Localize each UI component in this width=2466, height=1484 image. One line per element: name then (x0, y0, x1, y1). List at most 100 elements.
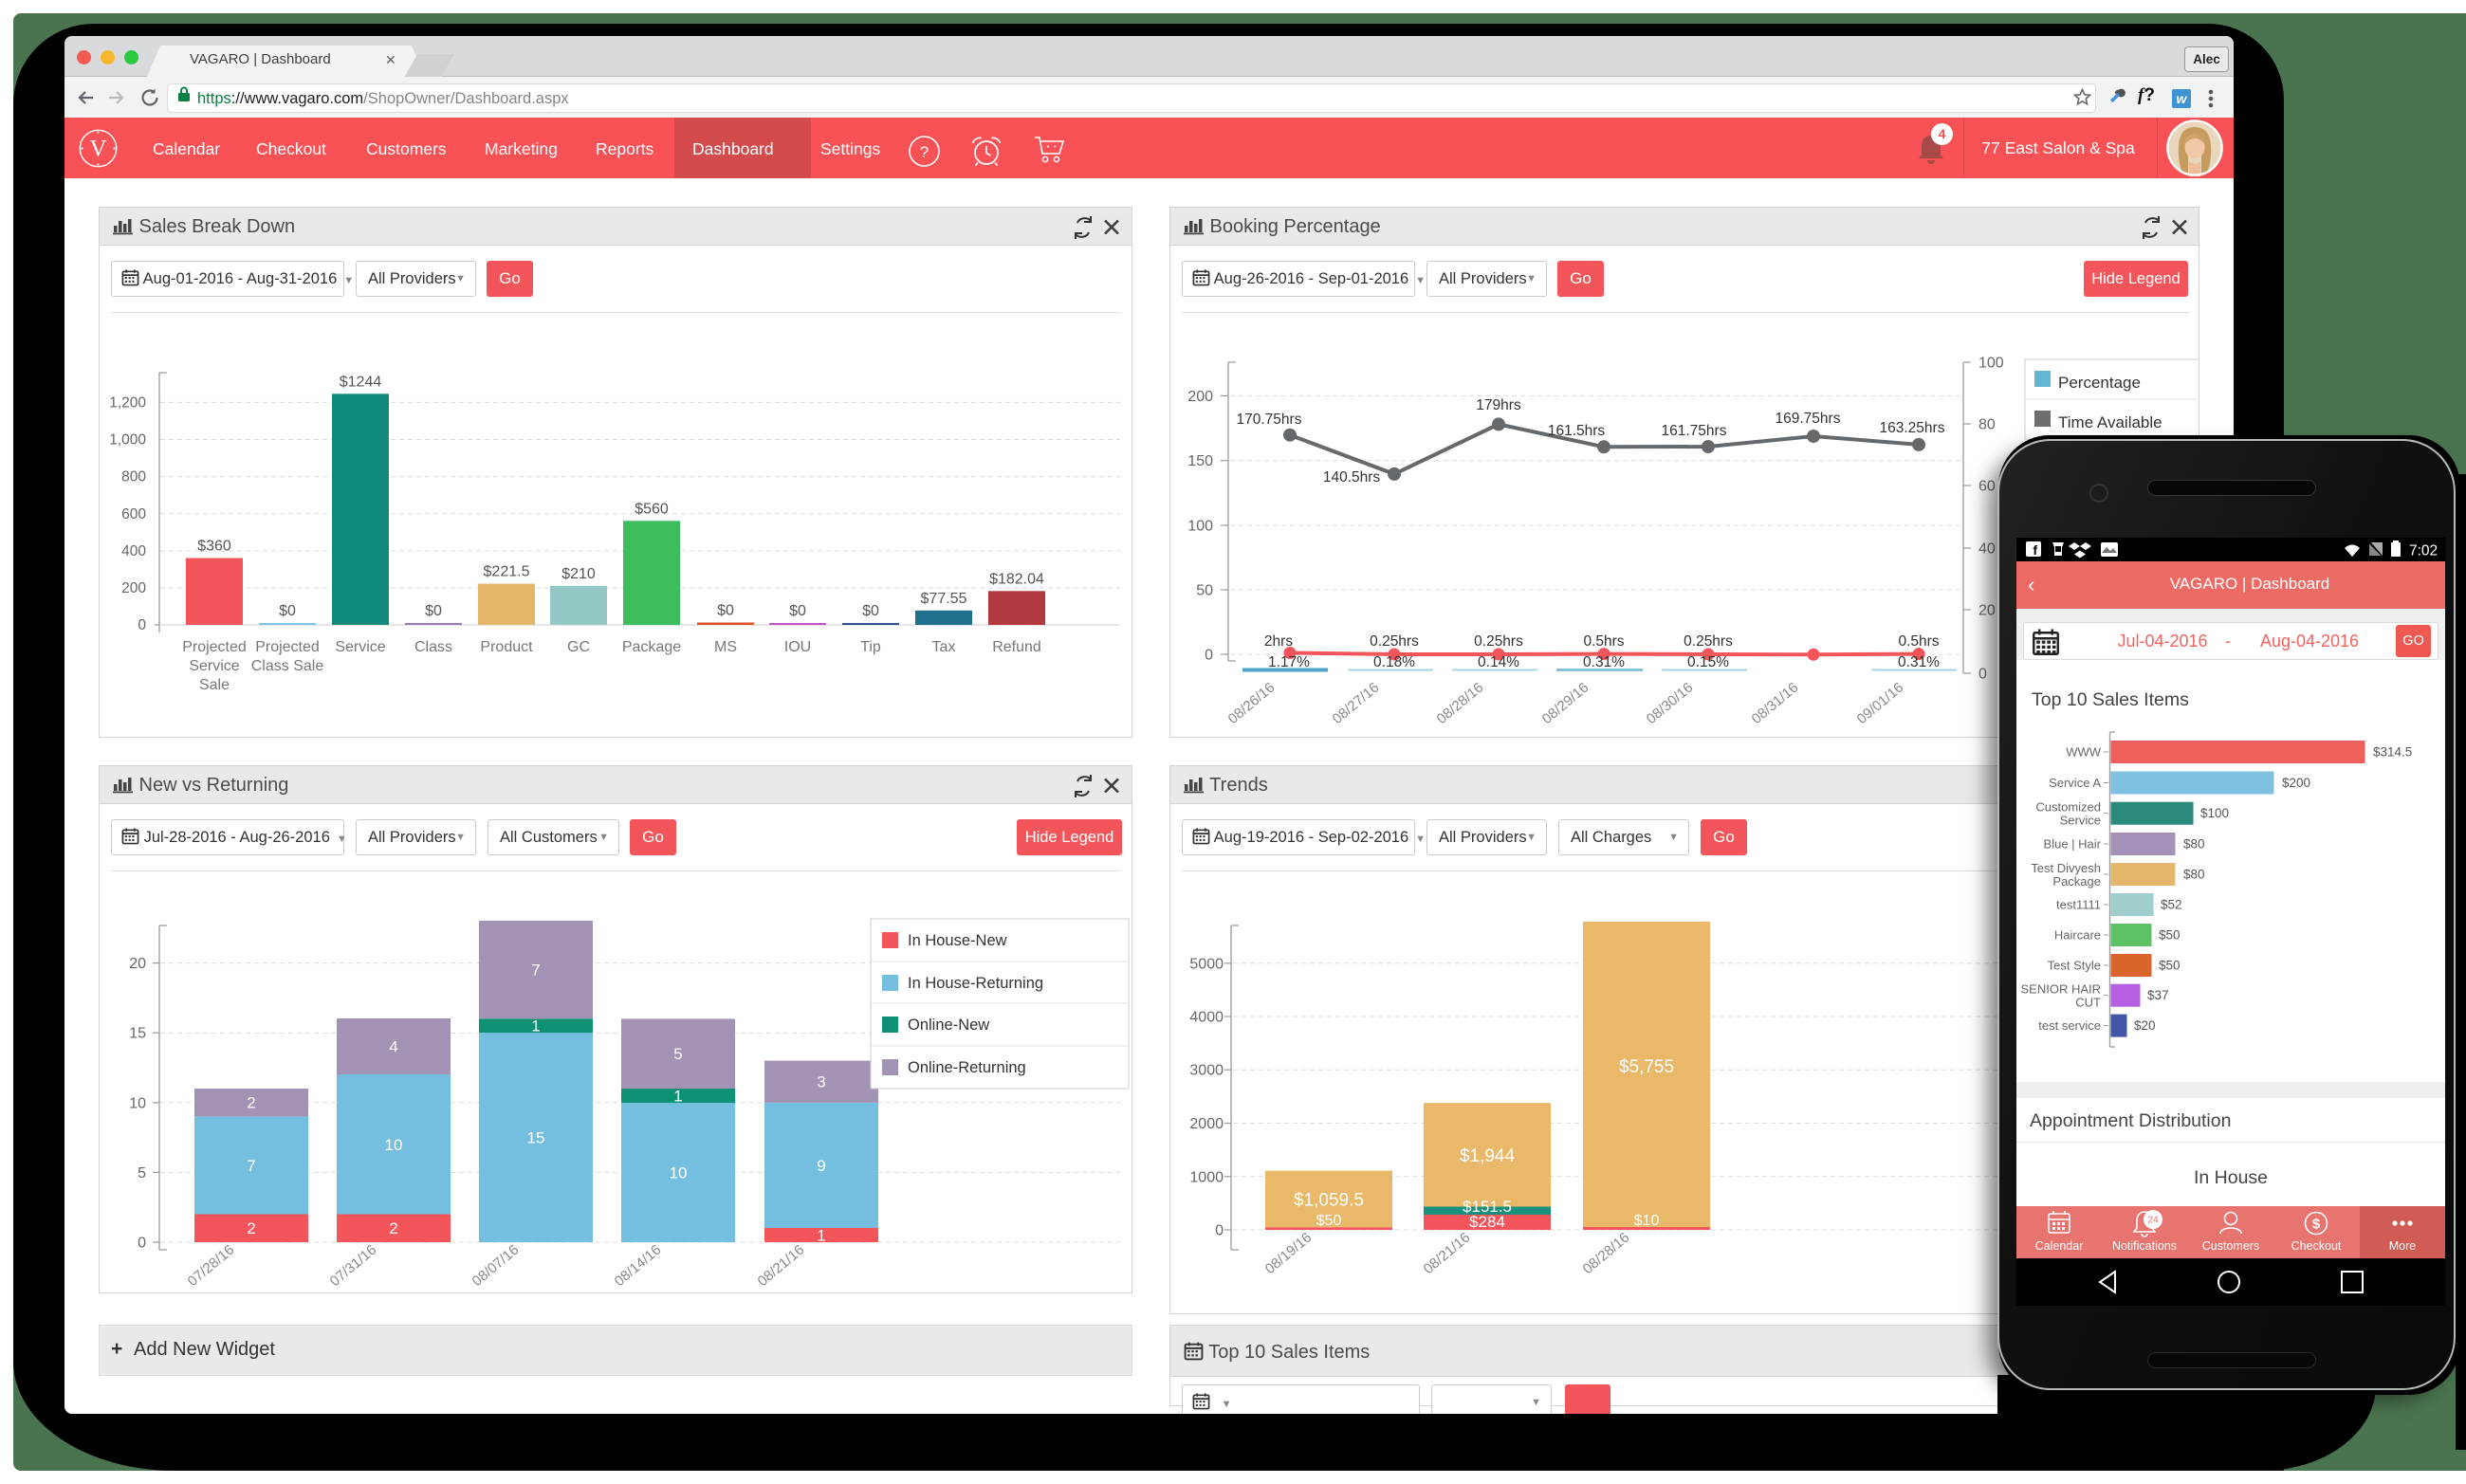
svg-text:08/27/16: 08/27/16 (1330, 680, 1383, 728)
svg-text:0.31%: 0.31% (1583, 654, 1625, 670)
svg-text:In House-New: In House-New (908, 932, 1007, 949)
svg-text:$284: $284 (1469, 1213, 1505, 1231)
svg-text:SENIOR HAIR: SENIOR HAIR (2020, 982, 2101, 997)
svg-text:2hrs: 2hrs (1264, 633, 1293, 650)
svg-text:GC: GC (567, 639, 590, 655)
svg-text:MS: MS (714, 639, 737, 655)
svg-text:Class Sale: Class Sale (251, 658, 324, 674)
svg-text:80: 80 (1978, 417, 1996, 433)
svg-text:07/28/16: 07/28/16 (185, 1242, 238, 1291)
svg-text:169.75hrs: 169.75hrs (1776, 411, 1841, 427)
svg-text:15: 15 (129, 1026, 146, 1042)
svg-text:$0: $0 (279, 603, 296, 619)
svg-text:Percentage: Percentage (2058, 374, 2141, 392)
svg-text:$20: $20 (2134, 1018, 2156, 1033)
svg-text:163.25hrs: 163.25hrs (1880, 420, 1945, 436)
svg-text:test service: test service (2038, 1018, 2101, 1033)
svg-text:0.5hrs: 0.5hrs (1583, 633, 1624, 650)
svg-text:$1244: $1244 (340, 374, 382, 390)
svg-text:$50: $50 (2159, 959, 2181, 973)
svg-text:Test Divyesh: Test Divyesh (2031, 861, 2101, 875)
svg-text:Service: Service (2060, 814, 2101, 828)
svg-text:$80: $80 (2183, 868, 2205, 882)
svg-text:100: 100 (1978, 356, 2004, 372)
svg-text:08/07/16: 08/07/16 (469, 1242, 523, 1291)
svg-text:0: 0 (1978, 667, 1987, 683)
svg-text:$1,944: $1,944 (1460, 1146, 1516, 1166)
svg-text:50: 50 (1196, 583, 1213, 599)
svg-text:5000: 5000 (1189, 956, 1224, 972)
svg-text:$560: $560 (635, 501, 669, 517)
svg-text:20: 20 (1978, 603, 1996, 619)
svg-text:08/28/16: 08/28/16 (1580, 1230, 1633, 1278)
svg-text:0: 0 (1205, 648, 1213, 664)
svg-text:2000: 2000 (1189, 1116, 1224, 1132)
svg-text:179hrs: 179hrs (1476, 397, 1521, 413)
svg-text:161.5hrs: 161.5hrs (1548, 423, 1606, 439)
svg-text:$0: $0 (717, 603, 734, 619)
svg-text:$210: $210 (561, 566, 596, 582)
svg-text:WWW: WWW (2066, 745, 2102, 760)
svg-text:0.25hrs: 0.25hrs (1684, 633, 1733, 650)
svg-text:Service A: Service A (2049, 776, 2101, 790)
svg-text:170.75hrs: 170.75hrs (1237, 412, 1302, 428)
svg-text:$: $ (2312, 1217, 2321, 1233)
svg-text:$52: $52 (2161, 898, 2182, 912)
svg-text:Tip: Tip (860, 639, 881, 655)
svg-text:0.14%: 0.14% (1478, 654, 1519, 670)
svg-text:60: 60 (1978, 479, 1996, 495)
svg-text:150: 150 (1187, 453, 1213, 469)
svg-text:3: 3 (817, 1073, 825, 1091)
svg-text:Sale: Sale (199, 677, 230, 693)
svg-text:Notifications: Notifications (2112, 1239, 2177, 1253)
svg-text:08/21/16: 08/21/16 (755, 1242, 808, 1291)
svg-text:$314.5: $314.5 (2373, 745, 2412, 760)
svg-text:Customized: Customized (2035, 800, 2101, 815)
svg-text:Tax: Tax (932, 639, 956, 655)
svg-text:40: 40 (1978, 541, 1996, 558)
svg-text:5: 5 (138, 1165, 146, 1182)
svg-text:2: 2 (247, 1094, 255, 1112)
svg-text:4: 4 (389, 1038, 397, 1056)
svg-text:$10: $10 (1634, 1213, 1660, 1229)
svg-text:600: 600 (121, 506, 146, 522)
svg-text:Service: Service (335, 639, 385, 655)
svg-text:161.75hrs: 161.75hrs (1662, 423, 1727, 439)
svg-text:800: 800 (121, 469, 146, 486)
svg-text:Time Available: Time Available (2058, 413, 2162, 431)
svg-text:7:02: 7:02 (2409, 543, 2438, 559)
svg-text:$0: $0 (789, 603, 806, 619)
svg-text:Haircare: Haircare (2054, 928, 2101, 943)
svg-text:10: 10 (129, 1095, 146, 1111)
svg-text:2: 2 (247, 1219, 255, 1237)
svg-text:More: More (2389, 1239, 2417, 1253)
svg-text:1.17%: 1.17% (1268, 654, 1310, 670)
svg-text:0.15%: 0.15% (1687, 654, 1729, 670)
svg-text:08/21/16: 08/21/16 (1421, 1230, 1474, 1278)
svg-text:0.25hrs: 0.25hrs (1370, 633, 1419, 650)
svg-text:200: 200 (121, 580, 146, 596)
svg-text:$0: $0 (425, 603, 442, 619)
svg-text:$360: $360 (197, 539, 231, 555)
svg-text:0: 0 (138, 1236, 146, 1252)
svg-text:7: 7 (247, 1157, 255, 1175)
svg-text:$221.5: $221.5 (484, 564, 530, 580)
svg-text:f: f (2033, 542, 2037, 558)
svg-text:08/29/16: 08/29/16 (1539, 680, 1592, 728)
svg-text:1: 1 (817, 1227, 825, 1245)
svg-text:0.31%: 0.31% (1898, 654, 1940, 670)
svg-text:Projected: Projected (182, 639, 247, 655)
svg-text:20: 20 (129, 956, 146, 972)
svg-text:In House-Returning: In House-Returning (908, 975, 1043, 992)
svg-text:08/14/16: 08/14/16 (612, 1242, 665, 1291)
svg-text:test1111: test1111 (2056, 898, 2101, 912)
svg-text:15: 15 (527, 1129, 545, 1147)
svg-text:0: 0 (138, 617, 146, 633)
svg-text:1: 1 (673, 1088, 682, 1106)
svg-text:$0: $0 (862, 603, 879, 619)
svg-text:08/26/16: 08/26/16 (1225, 680, 1279, 728)
svg-text:1,000: 1,000 (109, 432, 146, 449)
svg-text:CUT: CUT (2075, 996, 2101, 1010)
svg-text:10: 10 (385, 1136, 403, 1154)
svg-text:08/31/16: 08/31/16 (1749, 680, 1802, 728)
